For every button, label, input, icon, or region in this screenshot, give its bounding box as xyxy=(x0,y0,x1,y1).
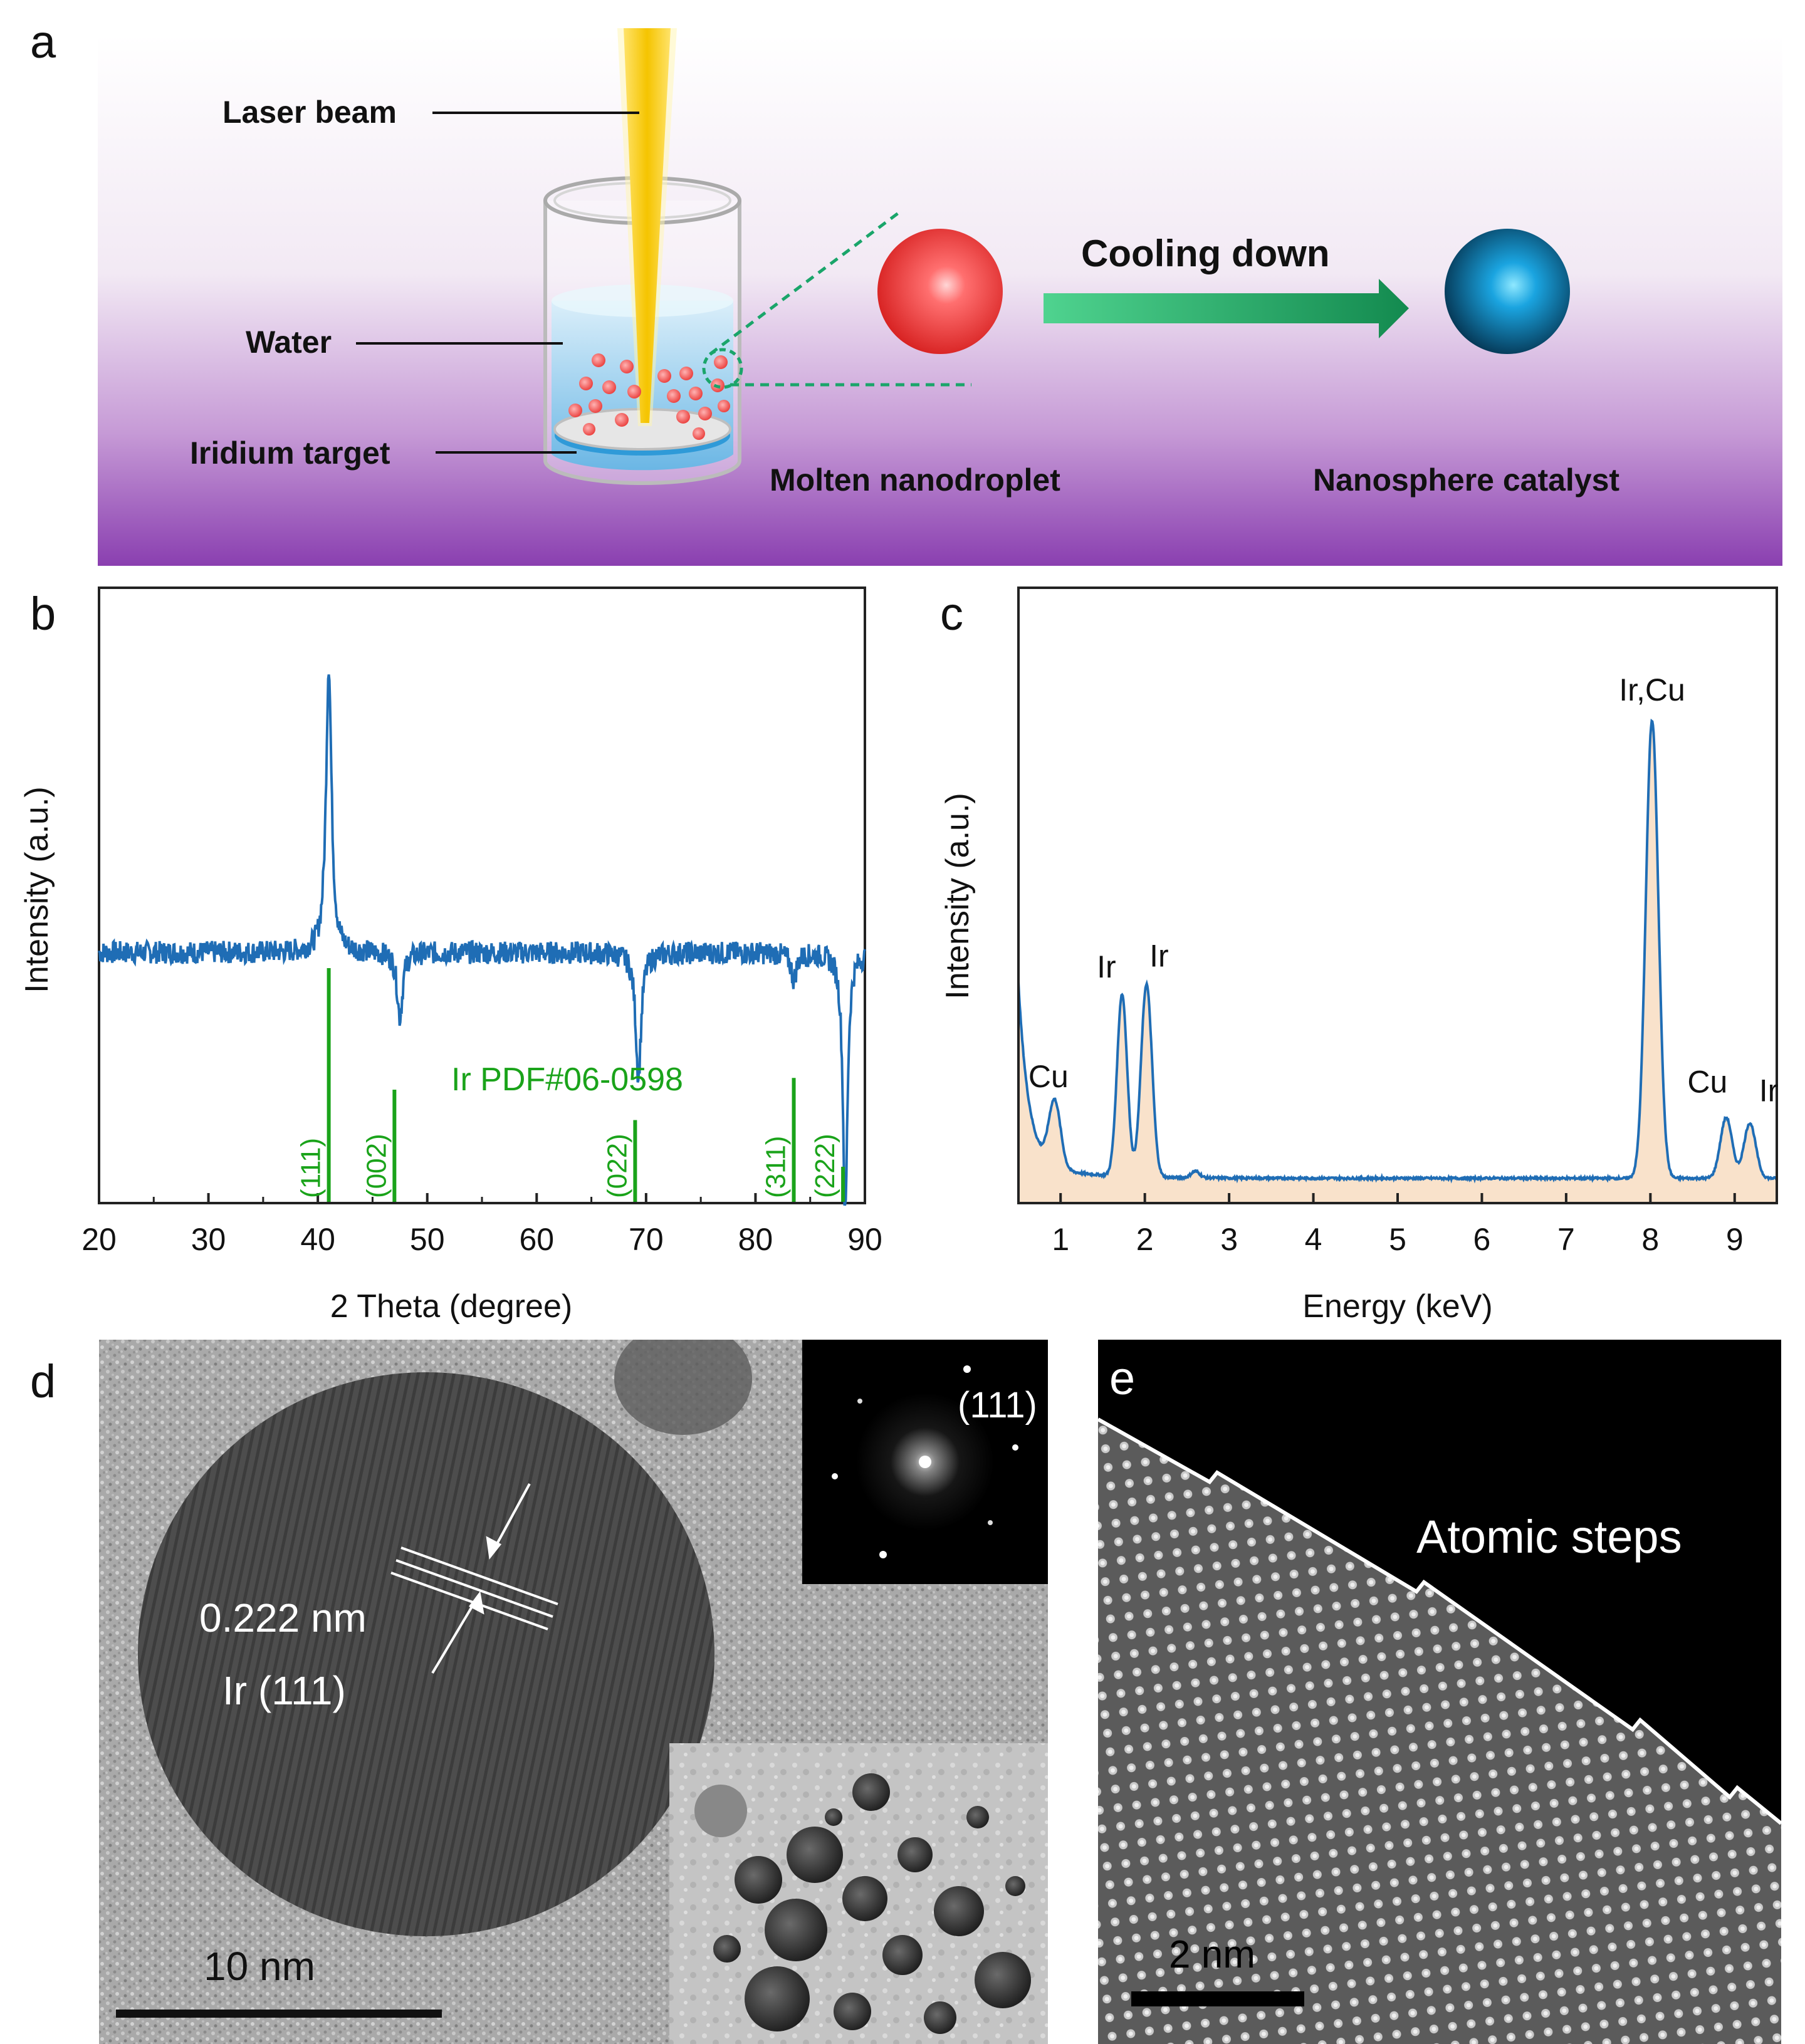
peak-label: Cu xyxy=(1028,1059,1069,1094)
nanosphere-catalyst-sphere xyxy=(1445,229,1570,354)
xrd-x-label: 2 Theta (degree) xyxy=(330,1288,572,1325)
peak-label: Ir,Cu xyxy=(1619,672,1685,707)
eds-x-label: Energy (keV) xyxy=(1302,1288,1492,1325)
nanoparticle-lattice xyxy=(138,1372,714,1936)
eds-spectrum-curve xyxy=(1017,718,1778,1184)
x-tick-label: 5 xyxy=(1389,1222,1406,1257)
x-tick-label: 90 xyxy=(847,1222,882,1257)
reference-name: Ir PDF#06-0598 xyxy=(451,1061,683,1098)
laser-beam xyxy=(617,28,677,426)
xrd-x-axis: 20 30 40 50 60 70 80 90 xyxy=(81,1193,882,1257)
lattice-spacing-marker xyxy=(390,1483,558,1674)
x-tick-label: 80 xyxy=(738,1222,773,1257)
x-tick-label: 3 xyxy=(1220,1222,1238,1257)
x-tick-label: 2 xyxy=(1136,1222,1154,1257)
lattice-plane-label: Ir (111) xyxy=(222,1668,346,1713)
reference-hkl-label: (111) xyxy=(296,1138,327,1198)
panel-a: a xyxy=(30,16,1782,566)
lattice-spacing-label: 0.222 nm xyxy=(199,1595,367,1640)
label-iridium-target: Iridium target xyxy=(190,435,390,471)
panel-e: Atomic steps 2 nm e xyxy=(1098,1340,1781,2044)
x-tick-label: 8 xyxy=(1641,1222,1659,1257)
x-tick-label: 20 xyxy=(81,1222,117,1257)
peak-label: Ir xyxy=(1097,949,1116,984)
panel-letter-b: b xyxy=(30,588,56,640)
scale-bar-d-label: 10 nm xyxy=(204,1944,315,1989)
panel-letter-d: d xyxy=(30,1355,56,1407)
atomic-step-outline xyxy=(1098,1417,1781,1825)
x-tick-label: 6 xyxy=(1473,1222,1491,1257)
reference-hkl-label: (022) xyxy=(602,1134,632,1198)
scale-bar-e xyxy=(1131,1991,1304,2006)
peak-label: Cu xyxy=(1687,1065,1727,1100)
x-tick-label: 1 xyxy=(1052,1222,1069,1257)
x-tick-label: 60 xyxy=(519,1222,554,1257)
label-molten-nanodroplet: Molten nanodroplet xyxy=(770,462,1060,498)
peak-label: Ir xyxy=(1759,1073,1779,1108)
x-tick-label: 9 xyxy=(1726,1222,1744,1257)
x-tick-label: 4 xyxy=(1305,1222,1322,1257)
fft-inset: (111) xyxy=(802,1340,1048,1584)
scale-bar-d xyxy=(116,2010,442,2018)
reference-hkl-label: (002) xyxy=(361,1134,392,1198)
panel-b: b 20 30 40 50 60 70 80 90 (111) (002) (022) (311)(… xyxy=(19,587,882,1325)
panel-letter-c: c xyxy=(940,588,963,640)
xrd-pattern-curve xyxy=(98,674,866,1206)
label-water: Water xyxy=(246,325,332,360)
cooling-arrow xyxy=(1044,279,1409,338)
haadf-image: Atomic steps 2 nm xyxy=(1098,1340,1781,2044)
panel-d: d 0.222 nm Ir (111) xyxy=(30,1340,1048,2044)
scale-bar-e-label: 2 nm xyxy=(1169,1933,1255,1976)
molten-nanodroplet-sphere xyxy=(877,229,1003,354)
panel-letter-a: a xyxy=(30,16,56,68)
eds-peak-labels: Cu Ir Ir Ir,Cu Cu Ir xyxy=(1028,672,1778,1108)
x-tick-label: 70 xyxy=(629,1222,664,1257)
label-nanosphere-catalyst: Nanosphere catalyst xyxy=(1313,462,1619,498)
hrtem-image: 0.222 nm Ir (111) (111) xyxy=(99,1340,1048,2044)
eds-y-label: Intensity (a.u.) xyxy=(939,793,976,999)
reference-hkl-label: (311) xyxy=(761,1136,792,1198)
fft-spot-label: (111) xyxy=(958,1385,1037,1426)
label-cooling-down: Cooling down xyxy=(1081,232,1330,274)
tem-overview-inset xyxy=(669,1743,1048,2044)
eds-spectrum-fill xyxy=(1018,721,1777,1203)
crystal-region xyxy=(1098,1419,1781,2044)
eds-x-axis: 1 2 3 4 5 6 7 8 9 xyxy=(1052,1193,1744,1257)
xrd-plot-frame xyxy=(98,587,866,1204)
panel-c: c 1 2 3 4 5 6 7 8 9 Cu Ir Ir Ir,Cu Cu Ir Energy (keV)… xyxy=(939,587,1778,1325)
x-tick-label: 7 xyxy=(1557,1222,1575,1257)
water-nanodroplets xyxy=(568,353,730,440)
x-tick-label: 30 xyxy=(191,1222,226,1257)
x-tick-label: 50 xyxy=(410,1222,445,1257)
reference-hkl-label: (222) xyxy=(810,1134,840,1198)
x-tick-label: 40 xyxy=(300,1222,335,1257)
reference-pattern: (111) (002) (022) (311) (222) xyxy=(296,968,845,1202)
label-laser-beam: Laser beam xyxy=(222,95,397,130)
atomic-steps-label: Atomic steps xyxy=(1416,1511,1682,1563)
xrd-y-label: Intensity (a.u.) xyxy=(19,786,55,993)
panel-letter-e: e xyxy=(1109,1352,1135,1404)
zoom-indicator xyxy=(702,208,971,389)
peak-label: Ir xyxy=(1149,938,1169,973)
